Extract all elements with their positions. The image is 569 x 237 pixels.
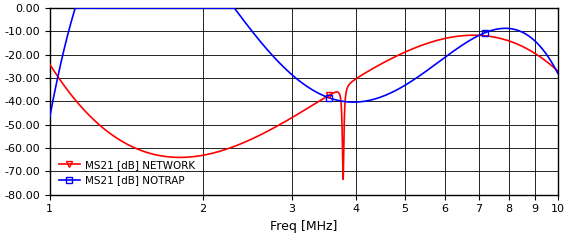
X-axis label: Freq [MHz]: Freq [MHz] (270, 220, 337, 233)
Legend: MS21 [dB] NETWORK, MS21 [dB] NOTRAP: MS21 [dB] NETWORK, MS21 [dB] NOTRAP (55, 156, 199, 189)
